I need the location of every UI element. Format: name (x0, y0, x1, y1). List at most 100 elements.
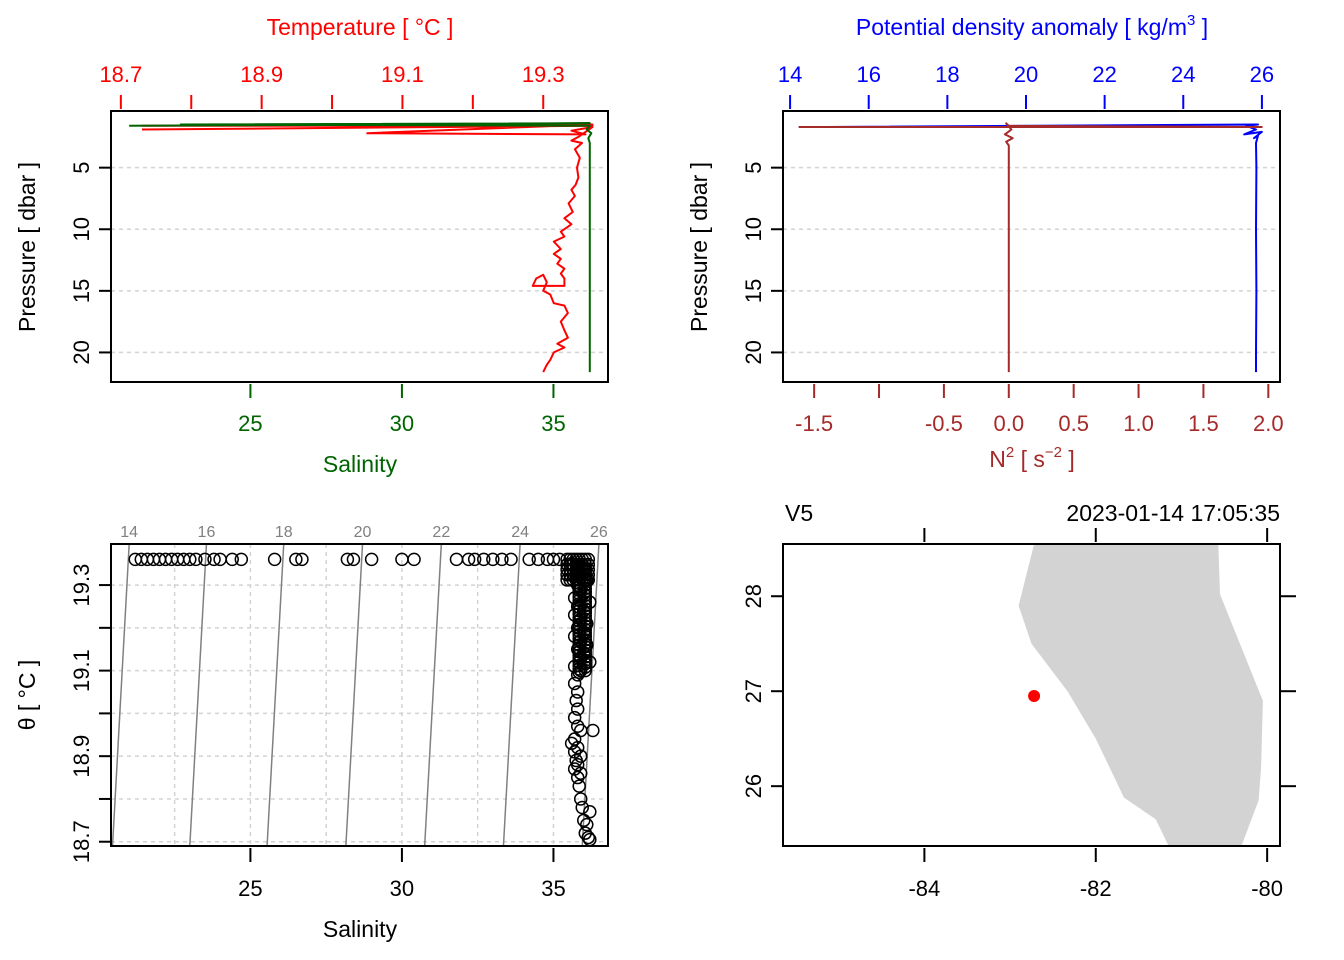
isopycnal-line (345, 543, 364, 847)
pressure-gridlines (783, 166, 1280, 354)
ts-gridlines (111, 544, 608, 846)
n2-line (798, 122, 1263, 373)
isopycnal-lines: 14 16 18 20 22 24 26 (111, 524, 608, 847)
ts-point (573, 792, 588, 806)
panel-station-map: V5 2023-01-14 17:05:35 -84 -82 -80 26 27 28 (741, 500, 1296, 901)
salinity-tick-label: 30 (390, 876, 414, 901)
ts-point (573, 723, 588, 738)
pressure-tick-label: 15 (741, 279, 766, 303)
ts-points (128, 552, 600, 847)
salinity-axis-title: Salinity (323, 916, 398, 942)
ts-point (234, 552, 249, 567)
ts-point (407, 552, 421, 567)
ts-point (570, 702, 585, 716)
longitude-tick-label: -84 (908, 876, 940, 901)
ts-point (573, 766, 588, 781)
station-name: V5 (785, 500, 813, 526)
density-tick-label: 14 (778, 62, 802, 87)
salinity-tick-label: 35 (541, 411, 565, 436)
temperature-tick-label: 18.7 (99, 62, 142, 87)
theta-axis: 18.7 18.9 19.1 19.3 (69, 564, 111, 863)
profile-lines (129, 122, 594, 373)
n2-tick-label: 0.5 (1058, 411, 1089, 436)
panel-density-n2-profile: Potential density anomaly [ kg/m3 ] 14 16… (686, 12, 1284, 472)
ts-point (570, 740, 585, 755)
pressure-axis: 5 10 15 20 (69, 162, 111, 365)
ts-point (567, 732, 582, 746)
pressure-tick-label: 15 (69, 279, 94, 303)
n2-title-mid: [ s (1014, 446, 1045, 472)
ts-point (340, 552, 355, 567)
pressure-tick-label: 5 (741, 162, 766, 174)
theta-tick-label: 18.7 (69, 820, 94, 863)
n2-axis: -1.5 -0.5 0.0 0.5 1.0 1.5 2.0 (795, 384, 1284, 436)
isopycnal-line (502, 543, 521, 847)
temperature-axis: 18.7 18.9 19.1 19.3 (99, 62, 565, 109)
ts-point (477, 552, 491, 567)
ts-point (570, 685, 585, 699)
ts-point (289, 552, 303, 567)
longitude-tick-label: -80 (1251, 876, 1283, 901)
density-tick-label: 22 (1092, 62, 1116, 87)
isopycnal-label: 20 (354, 524, 372, 541)
ts-point (346, 552, 361, 567)
temperature-axis-title: Temperature [ °C ] (267, 14, 454, 40)
theta-tick-label: 19.1 (69, 649, 94, 692)
theta-tick-label: 18.9 (69, 735, 94, 778)
panel-ts-diagram: 14 16 18 20 22 24 26 18.7 18.9 19.1 19.3 θ [ °C ]… (14, 524, 609, 942)
potential-density-anomaly-line (825, 123, 1263, 373)
density-tick-label: 26 (1250, 62, 1274, 87)
ts-point (567, 710, 582, 725)
ts-point (581, 830, 596, 845)
ts-point (225, 552, 239, 567)
ts-point (449, 552, 464, 567)
latitude-tick-label: 26 (741, 774, 766, 798)
salinity-tick-label: 25 (238, 411, 262, 436)
ts-point (580, 817, 594, 832)
density-tick-label: 24 (1171, 62, 1195, 87)
isopycnal-label: 16 (198, 524, 216, 541)
ts-point (586, 723, 600, 738)
station-time: 2023-01-14 17:05:35 (1066, 500, 1280, 526)
pressure-tick-label: 20 (69, 340, 94, 364)
profile-lines (798, 122, 1263, 373)
temperature-tick-label: 18.9 (240, 62, 283, 87)
n2-title-end: ] (1062, 446, 1075, 472)
temperature-tick-label: 19.3 (522, 62, 565, 87)
ts-point (467, 552, 482, 567)
ts-point (531, 552, 546, 567)
station-marker[interactable] (1028, 689, 1041, 702)
ts-point (207, 552, 221, 567)
salinity-axis: 25 30 35 (238, 848, 566, 901)
land-polygon (1018, 544, 1263, 846)
ts-point (572, 779, 586, 793)
ts-point (570, 770, 585, 785)
pressure-tick-label: 20 (741, 340, 766, 364)
temperature-line (141, 123, 594, 373)
ts-point (570, 757, 585, 772)
ts-point (573, 749, 588, 763)
salinity-axis-title: Salinity (323, 451, 398, 477)
plot-frame (110, 543, 609, 847)
pressure-gridlines (111, 166, 608, 354)
pressure-tick-label: 10 (69, 217, 94, 241)
ts-point (295, 552, 309, 567)
pressure-tick-label: 5 (69, 162, 94, 174)
pressure-axis: 5 10 15 20 (741, 162, 783, 365)
n2-tick-label: -1.5 (795, 411, 833, 436)
isopycnal-label: 24 (511, 524, 529, 541)
salinity-tick-label: 30 (390, 411, 414, 436)
density-axis-title: Potential density anomaly [ kg/m3 ] (856, 12, 1208, 40)
isopycnal-label: 14 (120, 524, 138, 541)
ts-point (364, 552, 379, 567)
isopycnal-line (266, 543, 285, 847)
map-frame (782, 543, 1281, 847)
density-axis: 14 16 18 20 22 24 26 (778, 62, 1274, 109)
density-title-base: Potential density anomaly [ kg/m (856, 14, 1187, 40)
n2-tick-label: 2.0 (1253, 411, 1284, 436)
salinity-tick-label: 25 (238, 876, 262, 901)
ts-point (504, 552, 518, 567)
ts-point (572, 665, 586, 680)
longitude-tick-label: -82 (1080, 876, 1112, 901)
